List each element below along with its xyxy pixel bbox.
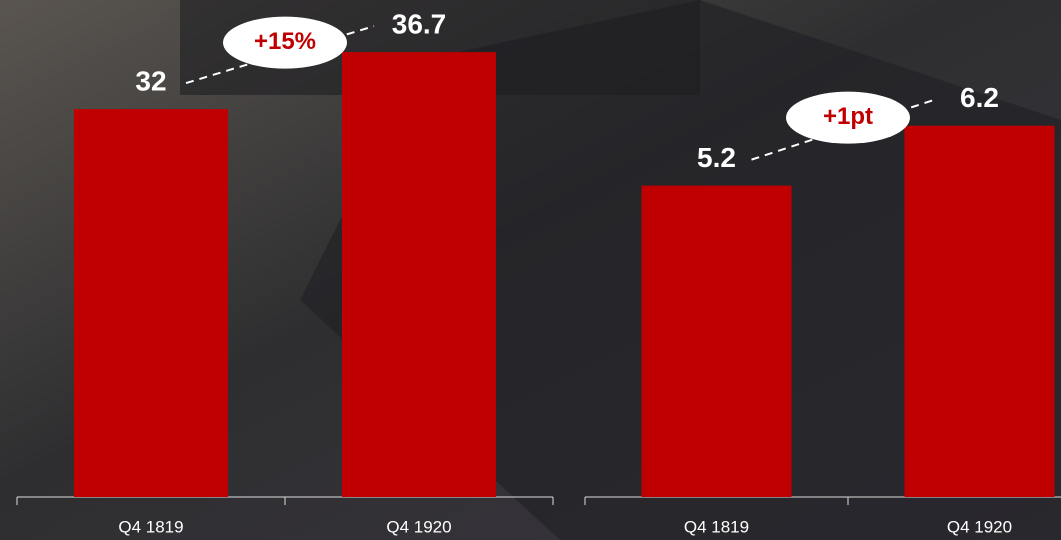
value-label: 32 [135,65,166,96]
x-tick-label: Q4 1819 [118,517,183,536]
annotation: +1pt [823,103,873,130]
bar [905,126,1055,497]
value-label: 5.2 [697,142,736,173]
page: Q4 1819 Q4 1920 +15% 32 36.7 Q4 1819 Q4 1920 +1… [0,0,1061,540]
bar [642,186,792,497]
x-tick-label: Q4 1920 [386,517,451,536]
bar [74,109,228,497]
bar [342,52,496,497]
chart: Q4 1819 Q4 1920 +15% 32 36.7 Q4 1819 Q4 1920 +1… [0,0,1061,540]
x-tick-label: Q4 1920 [947,517,1012,536]
value-label: 6.2 [960,82,999,113]
annotation: +15% [254,28,316,55]
value-label: 36.7 [392,9,447,40]
x-tick-label: Q4 1819 [684,517,749,536]
